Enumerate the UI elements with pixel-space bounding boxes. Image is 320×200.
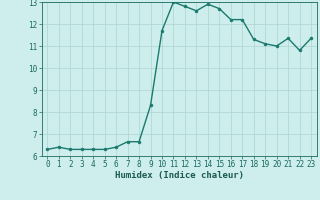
X-axis label: Humidex (Indice chaleur): Humidex (Indice chaleur) [115, 171, 244, 180]
